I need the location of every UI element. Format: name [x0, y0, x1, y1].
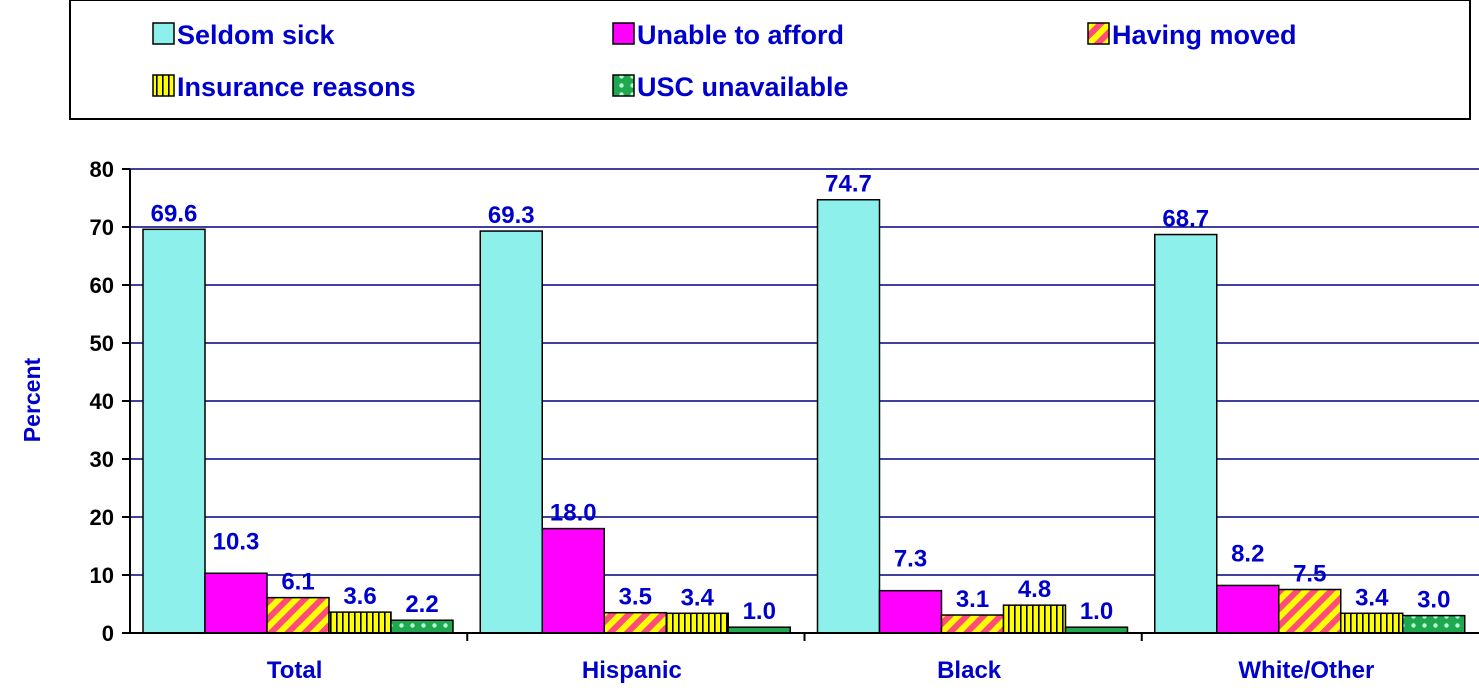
- data-label: 4.8: [1018, 576, 1051, 603]
- bar-insurance-reasons-hispanic: [665, 612, 729, 634]
- x-category-label: Hispanic: [582, 657, 682, 684]
- legend-label-unable-to-afford: Unable to afford: [637, 20, 844, 50]
- data-label: 74.7: [825, 171, 872, 198]
- data-label: 3.1: [956, 586, 989, 613]
- legend-swatch-usc-unavailable: [612, 74, 635, 97]
- y-tick-label: 70: [90, 215, 114, 240]
- y-tick-label: 0: [102, 621, 114, 646]
- legend-label-having-moved: Having moved: [1112, 20, 1297, 50]
- bar-having-moved-white-other: [1278, 588, 1342, 634]
- data-label: 7.3: [894, 546, 927, 573]
- data-label: 1.0: [743, 598, 776, 625]
- x-category-labels: Total Hispanic Black White/Other: [267, 633, 1374, 684]
- legend-label-usc-unavailable: USC unavailable: [637, 72, 849, 102]
- y-tick-label: 80: [90, 157, 114, 182]
- legend-swatch-unable-to-afford: [612, 22, 635, 45]
- bar-seldom-sick-hispanic: [479, 230, 543, 634]
- bar-usc-unavailable-white-other: [1402, 614, 1466, 634]
- bar-seldom-sick-black: [816, 198, 881, 634]
- y-tick-label: 50: [90, 331, 114, 356]
- bar-unable-to-afford-black: [878, 589, 943, 634]
- legend-item-seldom-sick: Seldom sick: [152, 20, 336, 50]
- data-label: 1.0: [1080, 598, 1113, 625]
- y-tick-label: 30: [90, 447, 114, 472]
- bar-insurance-reasons-black: [1002, 604, 1067, 634]
- y-tick-label: 20: [90, 505, 114, 530]
- legend-item-unable-to-afford: Unable to afford: [612, 20, 844, 50]
- x-category-label: Total: [267, 657, 323, 684]
- data-label: 69.3: [488, 202, 535, 229]
- bar-seldom-sick-total: [142, 228, 206, 634]
- y-tick-label: 10: [90, 563, 114, 588]
- legend-label-insurance-reasons: Insurance reasons: [177, 72, 416, 102]
- bars: [142, 198, 1466, 634]
- data-label: 2.2: [405, 591, 438, 618]
- data-label: 8.2: [1231, 540, 1264, 567]
- legend-swatch-seldom-sick: [152, 22, 175, 45]
- data-label: 3.4: [681, 584, 715, 611]
- bar-seldom-sick-white-other: [1154, 233, 1218, 634]
- y-tick-label: 40: [90, 389, 114, 414]
- data-label: 68.7: [1162, 206, 1209, 233]
- bar-having-moved-hispanic: [603, 611, 667, 634]
- x-category-label: Black: [937, 657, 1002, 684]
- data-label: 69.6: [151, 200, 198, 227]
- bar-usc-unavailable-total: [390, 619, 454, 634]
- bar-unable-to-afford-hispanic: [541, 527, 605, 634]
- x-category-label: White/Other: [1238, 657, 1374, 684]
- bar-unable-to-afford-white-other: [1216, 584, 1280, 634]
- data-label: 3.4: [1355, 584, 1389, 611]
- legend-item-usc-unavailable: USC unavailable: [612, 72, 849, 102]
- data-label: 3.5: [619, 584, 652, 611]
- bar-insurance-reasons-total: [328, 611, 392, 634]
- bar-having-moved-black: [940, 614, 1005, 634]
- data-label: 3.6: [343, 583, 376, 610]
- legend-item-insurance-reasons: Insurance reasons: [152, 72, 416, 102]
- bar-insurance-reasons-white-other: [1340, 612, 1404, 634]
- y-tick-labels: 0 10 20 30 40 50 60 70 80: [90, 157, 114, 646]
- gridlines: [122, 168, 1479, 634]
- legend-label-seldom-sick: Seldom sick: [177, 20, 336, 50]
- legend-swatch-insurance-reasons: [152, 74, 175, 97]
- data-label: 3.0: [1417, 587, 1450, 614]
- legend-item-having-moved: Having moved: [1087, 20, 1297, 50]
- legend: Seldom sick Unable to afford Having move…: [69, 0, 1471, 120]
- data-label: 18.0: [550, 500, 597, 527]
- data-label: 6.1: [281, 569, 314, 596]
- bar-unable-to-afford-total: [204, 572, 268, 634]
- data-label: 10.3: [213, 528, 260, 555]
- y-axis-label: Percent: [19, 357, 45, 442]
- data-label: 7.5: [1293, 561, 1326, 588]
- data-labels: 69.6 10.3 6.1 3.6 2.2 69.3 18.0 3.5 3.4 1.0 74.7 7.…: [151, 171, 1451, 625]
- legend-swatch-having-moved: [1087, 22, 1110, 45]
- bar-having-moved-total: [266, 596, 330, 634]
- y-tick-label: 60: [90, 273, 114, 298]
- legend-box: [69, 0, 1471, 120]
